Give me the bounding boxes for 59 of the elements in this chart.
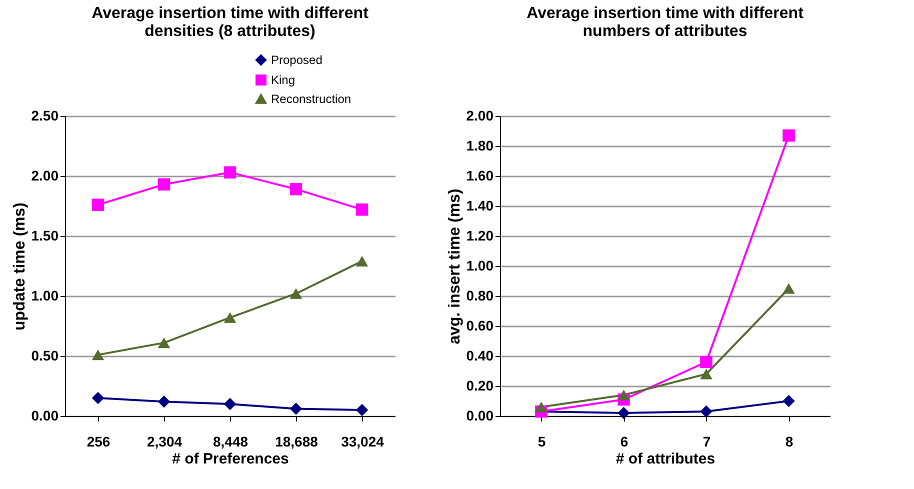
point	[224, 312, 236, 323]
y-tick-label: 1.00	[31, 288, 59, 304]
y-axis-title: avg. insert time (ms)	[446, 188, 464, 344]
y-tick-label: 0.60	[466, 318, 494, 334]
point	[92, 198, 104, 211]
x-tick-label: 8,448	[212, 434, 248, 450]
y-tick-label: 2.50	[31, 108, 59, 124]
y-tick-label: 2.00	[466, 108, 494, 124]
point	[356, 404, 368, 416]
y-tick-label: 1.40	[466, 198, 494, 214]
y-tick-label: 1.80	[466, 138, 494, 154]
legend-label: Proposed	[271, 53, 322, 67]
x-tick-label: 7	[702, 434, 711, 450]
point	[92, 349, 104, 360]
legend-label: Reconstruction	[271, 92, 352, 106]
y-tick-label: 0.50	[31, 348, 59, 364]
point	[356, 256, 368, 267]
point	[158, 337, 170, 348]
x-tick-label: 2,304	[146, 434, 182, 450]
y-tick-label: 1.50	[31, 228, 59, 244]
point	[224, 166, 236, 179]
chart-title: Average insertion time with different densities (8 attributes)	[92, 5, 370, 40]
y-tick-label: 0.40	[466, 348, 494, 364]
x-tick-label: 6	[620, 434, 628, 450]
y-tick-label: 0.00	[31, 408, 59, 424]
point	[290, 183, 302, 196]
y-tick-label: 2.00	[31, 168, 59, 184]
x-tick-label: 18,688	[275, 434, 318, 450]
x-axis-title: # of attributes	[616, 450, 716, 468]
point	[92, 392, 104, 404]
y-tick-label: 1.20	[466, 228, 494, 244]
point	[618, 406, 630, 420]
point	[618, 390, 630, 400]
point	[290, 402, 302, 415]
point	[356, 203, 368, 216]
y-axis-title: update time (ms)	[11, 202, 28, 331]
y-tick-label: 1.00	[466, 258, 494, 274]
x-tick-label: 33,024	[341, 434, 384, 450]
point	[700, 356, 712, 368]
legend-label: King	[271, 73, 296, 87]
x-tick-label: 256	[86, 434, 110, 450]
y-tick-label: 0.20	[466, 378, 494, 394]
point	[700, 368, 712, 380]
y-tick-label: 0.00	[466, 408, 494, 424]
chart-title: Average insertion time with different numbers of attributes	[526, 5, 804, 40]
point	[535, 402, 548, 412]
point	[224, 398, 236, 410]
point	[158, 178, 170, 191]
point	[158, 395, 170, 408]
x-tick-label: 8	[785, 434, 794, 450]
x-axis-title: # of Preferences	[172, 450, 289, 468]
point	[290, 288, 302, 299]
point	[782, 129, 795, 142]
y-tick-label: 1.60	[466, 168, 494, 184]
x-tick-label: 5	[538, 434, 546, 450]
y-tick-label: 0.80	[466, 288, 494, 304]
point	[782, 283, 795, 294]
point	[700, 405, 712, 418]
point	[782, 394, 795, 408]
